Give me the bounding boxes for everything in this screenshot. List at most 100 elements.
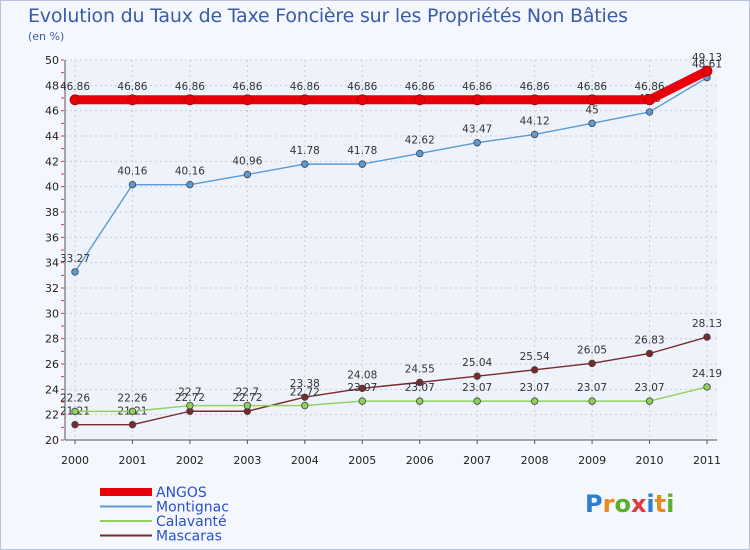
y-tick-label: 20 [45,434,59,447]
data-point [356,94,368,106]
data-label: 46.86 [520,81,550,93]
y-tick-label: 40 [45,181,59,194]
data-label: 25.04 [462,357,492,369]
data-point [184,94,196,106]
data-label: 26.05 [577,344,607,356]
data-point [71,420,79,429]
x-tick-label: 2002 [176,454,204,467]
y-tick-label: 30 [45,307,59,320]
data-point [243,401,252,410]
data-point [530,366,539,374]
data-label: 41.78 [290,145,320,157]
data-point [416,149,424,158]
data-point [416,397,424,405]
x-tick-label: 2009 [578,454,606,467]
legend-item-calavanté: Calavanté [100,514,227,530]
data-point [71,268,79,276]
y-tick-label: 38 [45,206,59,219]
data-point [473,372,481,380]
data-label: 22.72 [290,387,320,399]
y-tick-label: 36 [45,231,59,244]
series-line [74,76,708,273]
data-point [301,393,309,401]
data-label: 23.38 [290,378,320,390]
data-point [471,94,483,106]
data-point [414,94,426,106]
data-point [186,401,194,410]
plot-area [65,60,717,440]
y-tick-label: 46 [45,105,59,118]
data-point [703,383,711,391]
x-tick-label: 2006 [406,454,434,467]
data-point [645,108,654,116]
data-point [358,160,366,168]
data-label: 46.86 [60,81,90,93]
data-label: 46.86 [175,81,205,93]
data-point [588,397,596,405]
y-tick-label: 26 [45,358,59,371]
data-label: 33.27 [60,253,90,265]
data-point [69,94,81,106]
data-label: 25.54 [520,351,550,363]
data-label: 46.86 [232,81,262,93]
data-label: 48.61 [692,59,722,71]
data-label: 46.86 [117,81,147,93]
y-tick-label: 34 [45,257,59,270]
data-label: 40.16 [117,166,147,178]
x-tick-label: 2005 [348,454,376,467]
data-point [529,94,541,106]
legend-label: Mascaras [156,529,222,545]
data-point [243,170,252,179]
y-tick-label: 48 [45,79,59,92]
data-point [301,160,309,168]
data-label: 49.13 [692,52,722,64]
y-tick-label: 22 [45,409,59,422]
data-label: 40.96 [232,156,262,168]
data-point [530,397,539,405]
data-label: 46.86 [347,81,377,93]
data-label: 42.62 [405,134,435,146]
y-tick-label: 44 [45,130,59,143]
y-tick-label: 42 [45,155,59,168]
data-label: 46.86 [635,81,665,93]
data-label: 46.86 [577,81,607,93]
legend-item-mascaras: Mascaras [100,529,222,545]
data-point [358,397,366,405]
data-point [701,65,713,77]
data-point [588,119,596,128]
legend-item-angos: ANGOS [100,485,207,501]
data-label: 46.86 [462,81,492,93]
data-point [703,333,711,341]
legend-label: Calavanté [156,514,227,530]
series-line [70,66,712,105]
data-label: 22.7 [178,387,201,399]
data-label: 24.08 [347,369,377,381]
x-tick-label: 2010 [636,454,664,467]
x-tick-label: 2003 [233,454,261,467]
data-point [71,407,79,416]
legend-label: ANGOS [156,485,207,501]
y-tick-label: 50 [45,54,59,67]
data-point [128,180,137,189]
data-label: 40.16 [175,166,205,178]
x-tick-label: 2011 [693,454,721,467]
data-label: 46.86 [290,81,320,93]
data-label: 45 [585,104,598,116]
data-point [645,397,654,405]
series-calavanté: 22.26 22.26 22.7 22.7 22.72 23.07 23.07 23.07 23… [60,368,722,416]
data-point [128,407,137,416]
data-point [530,130,539,139]
data-point [644,94,655,106]
data-label: 41.78 [347,145,377,157]
proxiti-logo: Proxiti [585,490,675,518]
series-montignac: 33.27 40.16 40.16 40.96 41.78 41.78 42.62 43.47… [60,59,722,276]
series-line [74,386,708,413]
data-point [241,94,253,106]
y-tick-label: 28 [45,333,59,346]
data-label: 22.26 [117,392,147,404]
data-label: 24.55 [405,363,435,375]
data-label: 22.7 [236,387,259,399]
data-point [299,94,311,106]
legend-item-montignac: Montignac [100,500,229,516]
